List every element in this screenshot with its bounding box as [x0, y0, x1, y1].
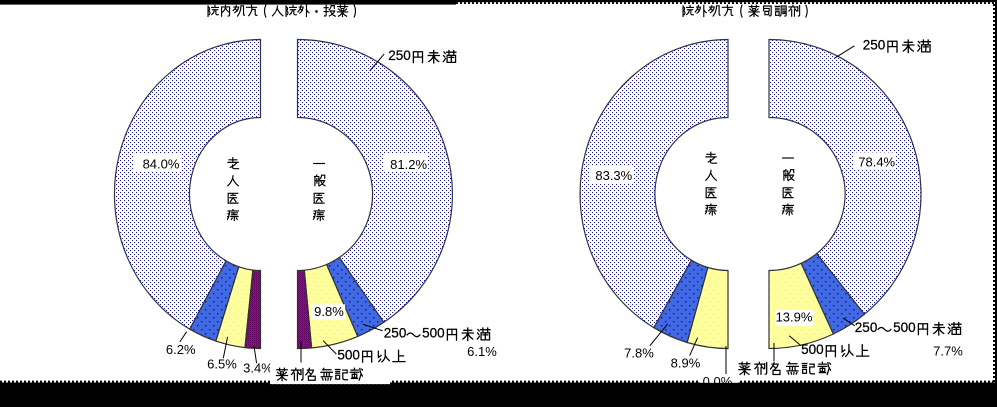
svg-text:500: 500	[422, 325, 445, 340]
svg-text:6.1%: 6.1%	[467, 344, 497, 359]
svg-text:250: 250	[388, 48, 411, 63]
svg-text:6.5%: 6.5%	[207, 357, 237, 372]
svg-text:250: 250	[863, 37, 886, 52]
svg-text:84.0%: 84.0%	[143, 157, 180, 172]
svg-text:3.4%: 3.4%	[243, 361, 273, 376]
svg-text:250: 250	[855, 320, 878, 335]
svg-text:78.4%: 78.4%	[858, 155, 895, 170]
svg-text:83.3%: 83.3%	[595, 168, 632, 183]
svg-text:500: 500	[337, 347, 360, 362]
svg-text:81.2%: 81.2%	[390, 157, 427, 172]
svg-text:7.7%: 7.7%	[933, 344, 963, 359]
svg-text:500: 500	[893, 320, 916, 335]
svg-text:250: 250	[384, 325, 407, 340]
svg-text:7.8%: 7.8%	[624, 346, 654, 361]
svg-text:13.9%: 13.9%	[776, 310, 813, 325]
svg-text:8.9%: 8.9%	[671, 356, 701, 371]
svg-text:9.8%: 9.8%	[314, 304, 344, 319]
svg-text:6.2%: 6.2%	[166, 342, 196, 357]
svg-text:500: 500	[801, 342, 824, 357]
